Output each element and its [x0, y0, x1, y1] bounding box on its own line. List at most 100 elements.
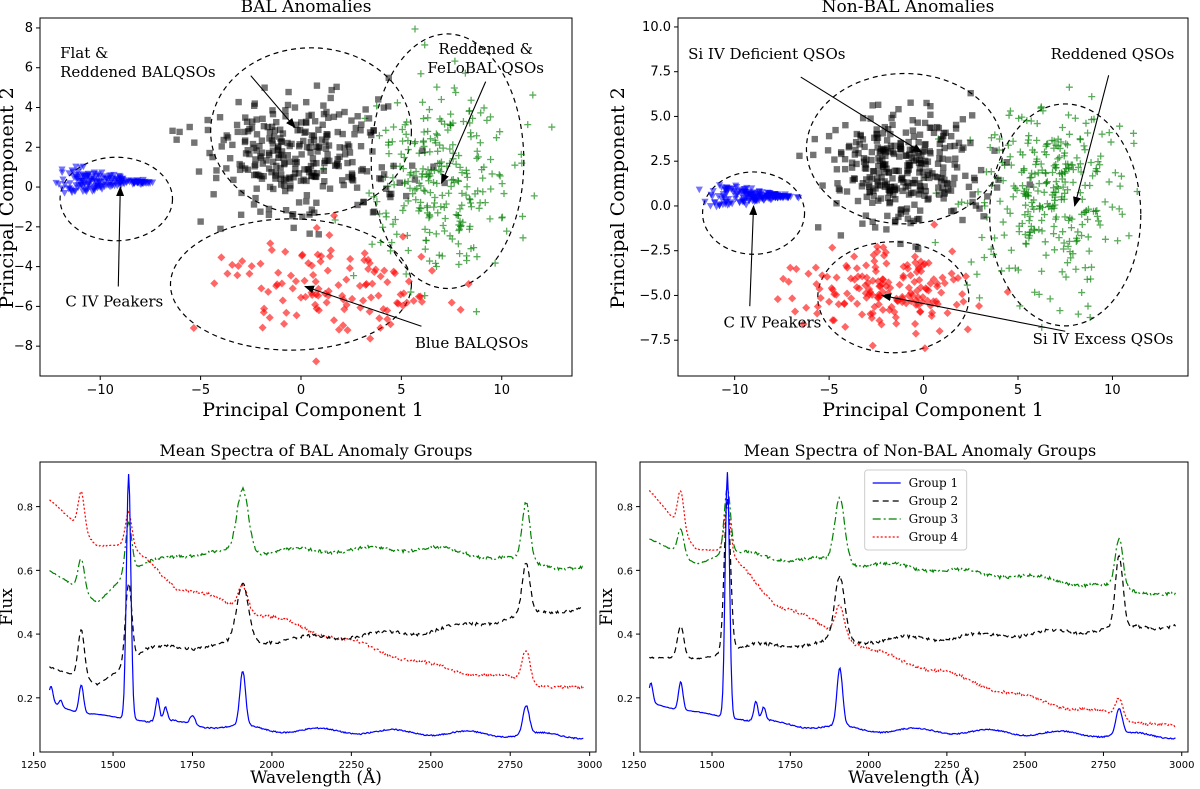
data-point [419, 165, 427, 173]
data-point [60, 190, 69, 197]
data-point [326, 185, 334, 192]
data-point [315, 231, 322, 238]
data-point [434, 209, 442, 217]
data-point [446, 232, 454, 240]
data-point [333, 83, 340, 91]
chart-title: Mean Spectra of BAL Anomaly Groups [159, 441, 472, 460]
data-point [412, 196, 420, 204]
data-point [842, 261, 851, 270]
legend-label: Group 3 [909, 512, 958, 526]
data-point [475, 204, 483, 212]
data-point [412, 168, 420, 176]
data-point [831, 156, 838, 163]
data-point [439, 221, 447, 229]
data-point [257, 284, 266, 293]
plot-frame [677, 17, 1189, 377]
data-point [264, 123, 271, 131]
data-point [1055, 153, 1063, 161]
data-point [418, 173, 426, 181]
annotation-label: Reddened BALQSOs [60, 63, 216, 81]
data-point [873, 242, 882, 251]
x-tick-label: 3000 [577, 760, 602, 771]
data-point [339, 130, 346, 138]
data-point [296, 126, 304, 134]
data-point [223, 165, 230, 172]
data-point [714, 193, 723, 200]
x-tick-label: −10 [87, 383, 114, 398]
data-point [862, 261, 871, 270]
data-point [426, 170, 434, 178]
data-point [500, 190, 508, 198]
data-point [481, 199, 489, 207]
data-point [424, 209, 432, 217]
data-point [937, 288, 946, 297]
data-point [873, 126, 880, 133]
data-point [473, 147, 481, 155]
data-point [921, 147, 928, 154]
data-point [266, 129, 274, 136]
data-point [529, 91, 537, 99]
data-point [456, 205, 464, 213]
data-point [1060, 245, 1068, 253]
data-point [1093, 212, 1101, 220]
data-point [903, 152, 910, 159]
data-point [920, 344, 929, 353]
data-point [252, 156, 259, 163]
data-point [290, 174, 297, 181]
data-point [403, 192, 410, 200]
data-point [867, 313, 876, 322]
data-point [1129, 129, 1137, 137]
data-point [1009, 193, 1017, 201]
data-point [987, 245, 995, 253]
data-point [399, 206, 407, 214]
data-point [895, 105, 902, 113]
data-point [1051, 196, 1059, 204]
data-point [302, 119, 310, 126]
data-point [311, 118, 319, 125]
data-point [935, 184, 942, 191]
data-point [463, 257, 471, 265]
data-point [823, 272, 832, 281]
data-point [349, 158, 356, 166]
data-point [390, 123, 398, 131]
data-point [503, 227, 511, 235]
data-point [875, 162, 882, 169]
data-point [380, 171, 388, 178]
data-point [991, 234, 999, 242]
data-point [916, 169, 923, 176]
data-point [308, 172, 316, 179]
data-point [904, 162, 911, 169]
data-point [496, 172, 504, 180]
data-point [313, 199, 320, 206]
data-point [847, 294, 856, 303]
data-point [967, 258, 975, 266]
data-point [127, 177, 135, 185]
annotation-label: Blue BALQSOs [415, 334, 529, 352]
data-point [272, 169, 280, 176]
data-point [959, 216, 966, 224]
data-point [258, 137, 266, 144]
annotation-arrow [881, 293, 1066, 332]
data-point [342, 275, 351, 284]
data-point [871, 263, 880, 272]
data-point [868, 290, 877, 299]
data-point [353, 184, 361, 191]
data-point [934, 160, 942, 167]
data-point [379, 305, 388, 314]
data-point [786, 193, 795, 201]
data-point [313, 159, 320, 167]
data-point [1062, 273, 1070, 281]
data-point [916, 182, 924, 190]
data-point [1076, 136, 1084, 144]
data-point [318, 136, 326, 143]
data-point [479, 188, 487, 196]
data-point [718, 184, 726, 192]
legend-label: Group 2 [909, 494, 958, 508]
data-point [467, 199, 475, 207]
data-point [285, 88, 292, 96]
data-point [414, 292, 423, 301]
data-point [292, 121, 300, 129]
data-point [267, 246, 276, 255]
y-tick-label: −2 [14, 220, 33, 235]
data-point [243, 118, 251, 125]
